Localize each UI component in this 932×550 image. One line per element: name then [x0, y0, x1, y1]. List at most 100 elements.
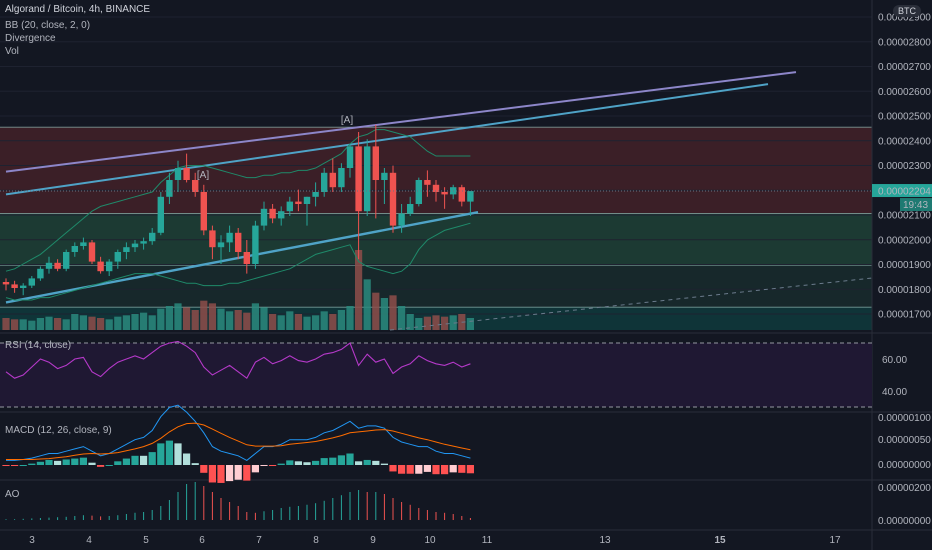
macd-histogram-bar: [140, 455, 148, 465]
price-tick-label: 0.00002500: [878, 112, 931, 123]
rsi-title[interactable]: RSI (14, close): [5, 340, 72, 351]
volume-bar: [183, 307, 191, 330]
volume-bar: [157, 308, 165, 330]
time-tick-label: 8: [313, 535, 319, 546]
price-tick-label: 0.00001800: [878, 285, 931, 296]
volume-bar: [191, 310, 199, 330]
candle: [346, 144, 354, 178]
candle-body: [71, 246, 78, 252]
macd-histogram-bar: [71, 458, 79, 465]
macd-histogram-bar: [226, 465, 234, 482]
volume-bar: [363, 279, 371, 330]
mid-channel-line: [5, 71, 797, 173]
macd-title[interactable]: MACD (12, 26, close, 9): [5, 425, 112, 436]
macd-histogram-bar: [36, 461, 44, 465]
current-price-label: 0.00002204: [878, 187, 931, 198]
volume-bar: [372, 292, 380, 330]
ao-title[interactable]: AO: [5, 489, 20, 500]
candle: [183, 153, 190, 183]
volume-bar: [415, 318, 423, 330]
candle-body: [398, 213, 405, 226]
divergence-label-2: [A]: [341, 115, 353, 126]
candle-body: [2, 282, 10, 285]
macd-histogram-bar: [346, 453, 354, 465]
indicator-divergence[interactable]: Divergence: [5, 33, 56, 44]
volume-bar: [269, 314, 277, 330]
macd-histogram-bar: [380, 463, 388, 465]
price-tick-label: 0.00002700: [878, 62, 931, 73]
ao-tick-label: 0.00000200: [878, 483, 931, 494]
macd-histogram-bar: [277, 463, 285, 465]
macd-histogram-bar: [441, 465, 449, 475]
upper-channel-line: [5, 83, 769, 196]
price-tick-label: 0.00001700: [878, 310, 931, 321]
candle: [355, 132, 362, 260]
price-tick-label: 0.00001900: [878, 260, 931, 271]
macd-histogram-bar: [337, 455, 345, 465]
macd-histogram-bar: [97, 465, 105, 467]
candle-body: [217, 242, 225, 248]
candle: [312, 182, 319, 207]
candle: [209, 225, 216, 260]
macd-histogram-bar: [286, 460, 294, 465]
macd-histogram-bar: [62, 459, 70, 465]
time-tick-label: 11: [482, 535, 493, 546]
volume-bar: [423, 316, 431, 330]
candle-body: [45, 262, 53, 269]
currency-badge[interactable]: BTC: [893, 5, 921, 17]
candle-body: [243, 252, 250, 264]
candle-body: [346, 146, 354, 168]
candle: [37, 266, 44, 281]
candle: [321, 168, 328, 197]
time-tick-label: 9: [370, 535, 376, 546]
candle: [71, 242, 78, 257]
indicator-vol[interactable]: Vol: [5, 46, 19, 57]
candle-body: [11, 284, 18, 288]
candle: [243, 240, 250, 274]
price-tick-label: 0.00002000: [878, 235, 931, 246]
indicator-bb[interactable]: BB (20, close, 2, 0): [5, 20, 91, 31]
candle-body: [432, 184, 440, 192]
candle-body: [407, 204, 414, 214]
candle-body: [252, 225, 259, 264]
rsi-line: [5, 340, 471, 380]
candle: [200, 184, 207, 236]
volume-bar: [260, 307, 268, 330]
candle-body: [269, 208, 276, 219]
volume-bar: [71, 314, 79, 330]
volume-bar: [148, 315, 156, 330]
candle-body: [381, 172, 388, 180]
candle: [226, 225, 233, 252]
volume-bar: [389, 295, 397, 330]
candle-body: [54, 262, 61, 269]
rsi-tick-label: 40.00: [882, 387, 907, 398]
volume-bar: [337, 310, 345, 330]
macd-histogram-bar: [294, 461, 302, 465]
volume-bar: [432, 315, 440, 330]
candle: [398, 204, 405, 233]
macd-histogram-bar: [200, 465, 208, 473]
time-tick-label: 6: [199, 535, 205, 546]
candle-body: [97, 261, 104, 272]
macd-histogram-bar: [406, 465, 414, 474]
volume-bar: [19, 319, 27, 330]
candle-body: [183, 168, 190, 180]
volume-bar: [303, 316, 311, 330]
volume-bar: [406, 314, 414, 330]
candle-body: [355, 146, 362, 212]
macd-histogram-bar: [19, 465, 27, 466]
macd-histogram-bar: [355, 461, 363, 465]
time-tick-label: 15: [714, 535, 726, 546]
macd-histogram-bar: [28, 463, 36, 465]
candle: [303, 196, 311, 226]
macd-histogram-bar: [466, 465, 474, 474]
volume-bar: [243, 312, 251, 330]
candle-body: [286, 201, 293, 212]
macd-histogram-bar: [217, 465, 225, 483]
bb-lower-band: [5, 222, 471, 301]
macd-signal-line: [6, 422, 471, 460]
macd-histogram-bar: [251, 465, 259, 473]
candle-body: [123, 247, 130, 252]
candle-body: [372, 146, 379, 180]
